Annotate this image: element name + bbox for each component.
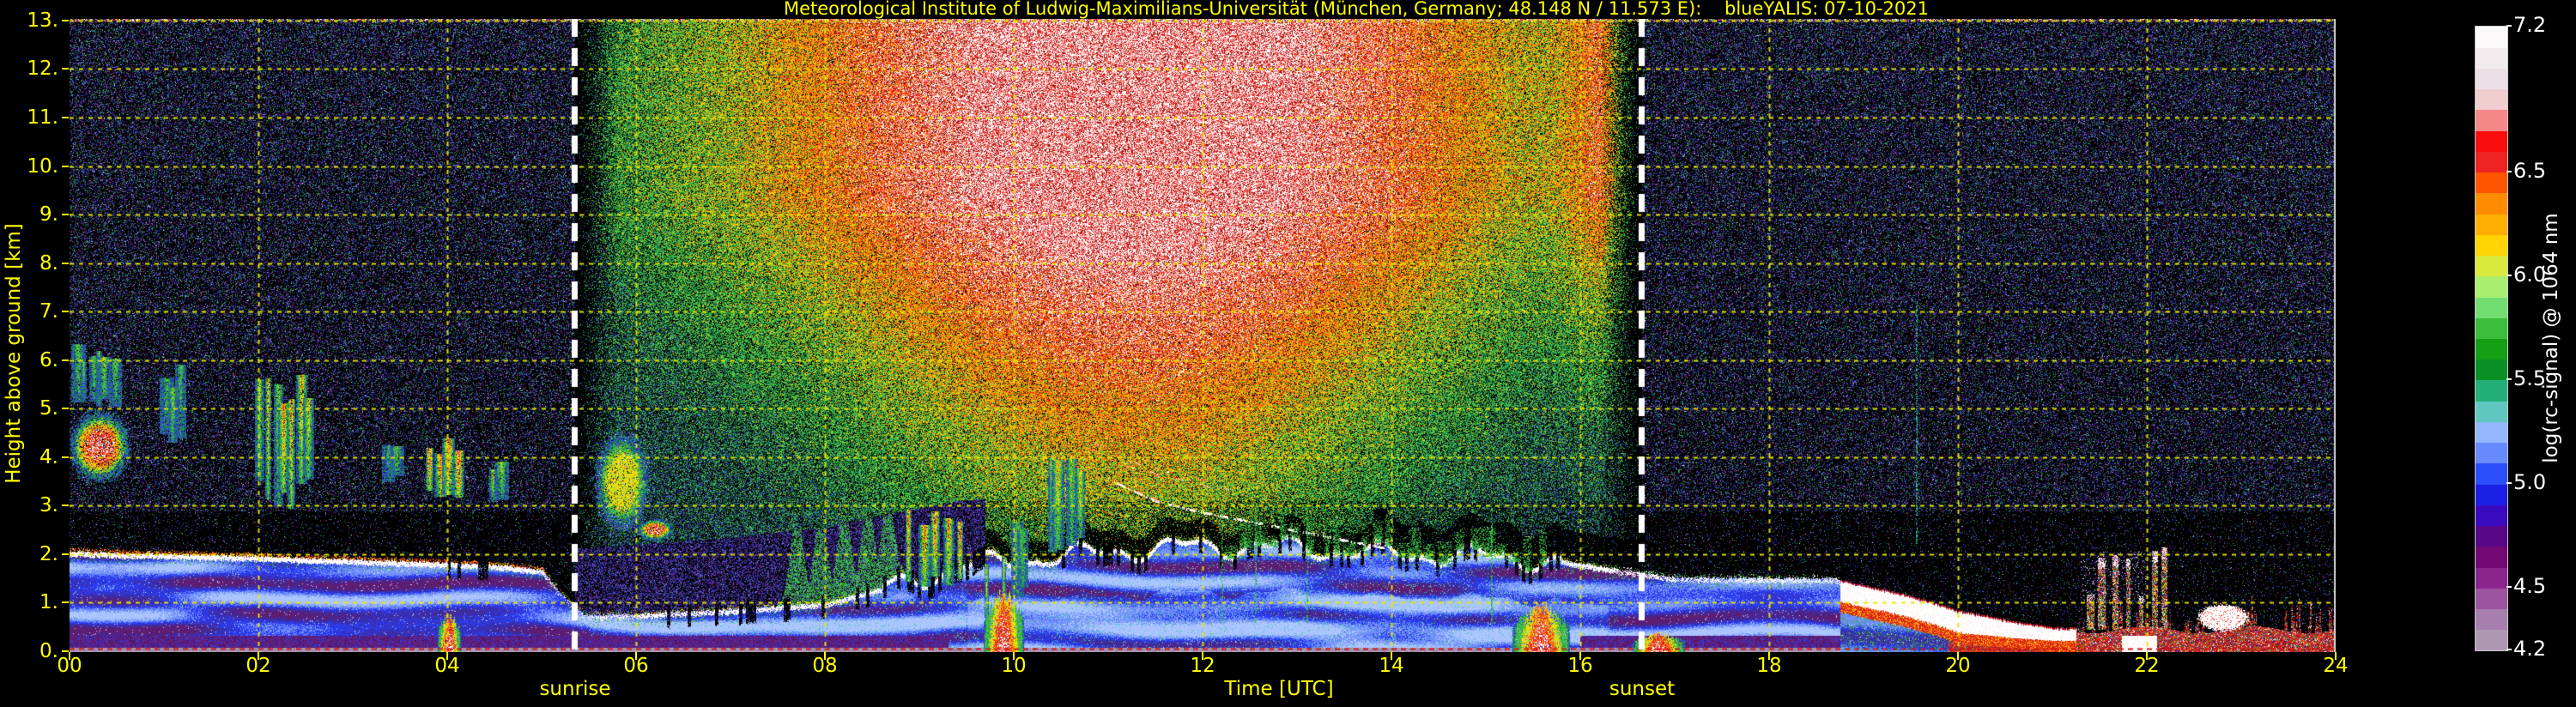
colorbar-segment	[2476, 68, 2507, 90]
colorbar-tick-label: 6.0	[2513, 262, 2547, 287]
x-tick-mark	[258, 652, 259, 660]
y-tick-label: 9.	[39, 203, 58, 227]
colorbar-tick-label: 4.5	[2513, 574, 2547, 599]
y-tick-mark	[62, 505, 69, 507]
colorbar-segment	[2476, 172, 2507, 194]
y-tick-mark	[62, 456, 69, 458]
x-tick-mark	[446, 652, 448, 660]
y-tick-mark	[62, 408, 69, 410]
colorbar-segment	[2476, 525, 2507, 547]
colorbar-tick-mark	[2506, 482, 2512, 485]
colorbar-segment	[2476, 608, 2507, 631]
colorbar-segment	[2476, 275, 2507, 298]
colorbar-segment	[2476, 546, 2507, 568]
x-tick-mark	[1391, 652, 1392, 660]
y-tick-mark	[62, 262, 69, 264]
y-tick-label: 2.	[39, 542, 58, 565]
colorbar-segment	[2476, 588, 2507, 610]
colorbar-segment	[2476, 442, 2507, 464]
y-tick-mark	[62, 19, 69, 21]
colorbar-segment	[2476, 297, 2507, 318]
y-tick-label: 6.	[39, 348, 58, 372]
y-tick-mark	[62, 68, 69, 70]
colorbar-tick-label: 5.5	[2513, 366, 2547, 390]
colorbar-tick-label: 4.2	[2513, 637, 2547, 661]
colorbar-segment	[2476, 421, 2507, 444]
y-tick-mark	[62, 116, 69, 118]
x-tick-mark	[1768, 652, 1770, 660]
y-tick-label: 13.	[27, 9, 58, 32]
y-tick-mark	[62, 553, 69, 555]
sunrise-label: sunrise	[539, 678, 611, 700]
x-tick-mark	[69, 652, 70, 660]
colorbar-segment	[2476, 629, 2507, 651]
colorbar-tick-mark	[2506, 649, 2512, 650]
colorbar-tick-label: 5.0	[2513, 470, 2547, 495]
x-tick-mark	[1202, 652, 1203, 660]
x-axis-title: Time [UTC]	[1224, 678, 1334, 700]
colorbar-tick-mark	[2506, 170, 2512, 172]
x-tick-mark	[635, 652, 637, 660]
lidar-heatmap-canvas	[70, 19, 2336, 652]
colorbar-segment	[2476, 317, 2507, 339]
y-tick-label: 1.	[39, 591, 58, 614]
x-tick-mark	[2335, 652, 2337, 660]
colorbar-segment	[2476, 88, 2507, 111]
y-tick-label: 8.	[39, 251, 58, 275]
colorbar-segment	[2476, 484, 2507, 505]
colorbar-segment	[2476, 47, 2507, 69]
colorbar-tick-mark	[2506, 25, 2512, 27]
y-tick-label: 0.	[39, 640, 58, 662]
colorbar-segment	[2476, 505, 2507, 527]
y-tick-mark	[62, 650, 69, 652]
colorbar-segment	[2476, 338, 2507, 360]
colorbar-tick-mark	[2506, 378, 2512, 380]
y-tick-label: 10.	[27, 154, 58, 178]
x-tick-mark	[1957, 652, 1959, 660]
y-tick-mark	[62, 311, 69, 313]
colorbar-segment	[2476, 27, 2507, 48]
y-tick-label: 12.	[27, 57, 58, 81]
y-tick-label: 5.	[39, 397, 58, 420]
colorbar-tick-label: 7.2	[2513, 13, 2547, 37]
x-tick-mark	[2146, 652, 2148, 660]
y-tick-label: 3.	[39, 494, 58, 517]
y-tick-mark	[62, 601, 69, 604]
x-tick-mark	[1013, 652, 1015, 660]
colorbar-segment	[2476, 359, 2507, 381]
colorbar-segment	[2476, 109, 2507, 131]
colorbar-segment	[2476, 379, 2507, 402]
y-tick-label: 11.	[27, 106, 58, 129]
page-title: Meteorological Institute of Ludwig-Maxim…	[783, 0, 1929, 19]
colorbar-tick-mark	[2506, 274, 2512, 276]
x-tick-mark	[1579, 652, 1581, 660]
colorbar-title: log(rc-signal) @ 1064 nm	[2540, 213, 2562, 463]
y-tick-mark	[62, 359, 69, 361]
colorbar-segment	[2476, 255, 2507, 277]
y-tick-mark	[62, 165, 69, 167]
colorbar-tick-label: 6.5	[2513, 158, 2547, 183]
y-tick-mark	[62, 214, 69, 216]
y-tick-label: 7.	[39, 300, 58, 323]
colorbar	[2475, 26, 2508, 651]
x-tick-mark	[824, 652, 826, 660]
colorbar-segment	[2476, 214, 2507, 235]
colorbar-segment	[2476, 234, 2507, 257]
colorbar-segment	[2476, 462, 2507, 485]
y-tick-label: 4.	[39, 445, 58, 468]
colorbar-segment	[2476, 567, 2507, 589]
colorbar-segment	[2476, 130, 2507, 152]
colorbar-segment	[2476, 192, 2507, 215]
colorbar-segment	[2476, 151, 2507, 173]
colorbar-tick-mark	[2506, 586, 2512, 589]
colorbar-segment	[2476, 401, 2507, 422]
sunset-label: sunset	[1609, 678, 1676, 700]
